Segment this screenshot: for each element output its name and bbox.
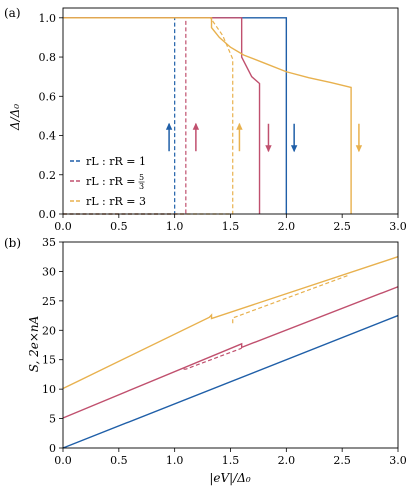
y-tick-label: 0.4 (39, 130, 57, 143)
direction-arrow-down-head (355, 145, 363, 153)
x-tick-label: 3.0 (389, 220, 407, 233)
panel-b-xlabel: |eV|/Δ₀ (209, 471, 251, 485)
direction-arrow-up-head (236, 122, 243, 130)
legend-fraction-denominator: 3 (139, 182, 144, 191)
x-tick-label: 1.5 (222, 454, 240, 467)
panel-b-chart: (b) S, 2e×nA |eV|/Δ₀ 0.0 0.5 1.0 1.5 2.0 2.5 3… (4, 236, 407, 485)
x-tick-label: 1.0 (166, 454, 184, 467)
panel-b-ylabel: S, 2e×nA (27, 315, 41, 372)
y-tick-label: 0.6 (39, 90, 57, 103)
legend-label-1: rL : rR = 1 (86, 155, 146, 168)
panel-b-ticks: 0.0 0.5 1.0 1.5 2.0 2.5 3.0 0 5 10 15 20 25 30 35 (42, 236, 407, 467)
series-3-solid-line (62, 256, 399, 390)
x-tick-label: 0.5 (110, 220, 128, 233)
x-tick-label: 0.5 (110, 454, 128, 467)
y-tick-label: 10 (42, 383, 56, 396)
x-tick-label: 3.0 (389, 454, 407, 467)
series-2-solid-line (62, 286, 399, 419)
panel-b-marks (62, 256, 399, 449)
legend-label-3: rL : rR = 3 (86, 195, 146, 208)
series-3-dashed-line (232, 274, 348, 324)
y-tick-label: 0 (49, 442, 56, 455)
x-tick-label: 2.0 (278, 220, 296, 233)
direction-arrow-up-head (165, 122, 173, 130)
panel-b-label: (b) (4, 236, 21, 250)
x-tick-label: 2.5 (333, 454, 351, 467)
x-tick-label: 2.5 (333, 220, 351, 233)
y-tick-label: 30 (42, 265, 56, 278)
x-tick-label: 1.0 (166, 220, 184, 233)
legend-label-2: rL : rR = (86, 175, 136, 188)
y-tick-label: 0.2 (39, 169, 57, 182)
y-tick-label: 5 (49, 413, 56, 426)
series-1-solid-line (62, 314, 399, 449)
panel-a-chart: (a) Δ/Δ₀ 0.0 0.5 1.0 1.5 2.0 2.5 3.00.00.20.40… (4, 6, 407, 233)
x-tick-label: 0.0 (54, 220, 72, 233)
y-tick-label: 1.0 (39, 12, 57, 25)
panel-a-label: (a) (4, 6, 21, 20)
series-2-dashed-line (183, 347, 242, 370)
direction-arrow-down-head (290, 145, 298, 153)
panel-a-ylabel: Δ/Δ₀ (8, 104, 22, 131)
series-3-solid-line (63, 17, 352, 214)
panel-a-ticks: 0.0 0.5 1.0 1.5 2.0 2.5 3.0 0.0 0.2 0.4 0.6 0.8 1.0 (39, 12, 407, 233)
x-tick-label: 2.0 (278, 454, 296, 467)
legend-fraction-numerator: 5 (139, 173, 144, 182)
y-tick-label: 35 (42, 236, 56, 249)
y-tick-label: 0.8 (39, 51, 57, 64)
x-tick-label: 1.5 (222, 220, 240, 233)
y-tick-label: 20 (42, 324, 56, 337)
legend: rL : rR = 1 rL : rR = 53 rL : rR = 3 (70, 155, 146, 208)
y-tick-label: 25 (42, 295, 56, 308)
direction-arrow-up-head (192, 122, 200, 130)
y-tick-label: 0.0 (39, 208, 57, 221)
x-tick-label: 0.0 (54, 454, 72, 467)
y-tick-label: 15 (42, 354, 56, 367)
direction-arrow-down-head (265, 145, 272, 153)
